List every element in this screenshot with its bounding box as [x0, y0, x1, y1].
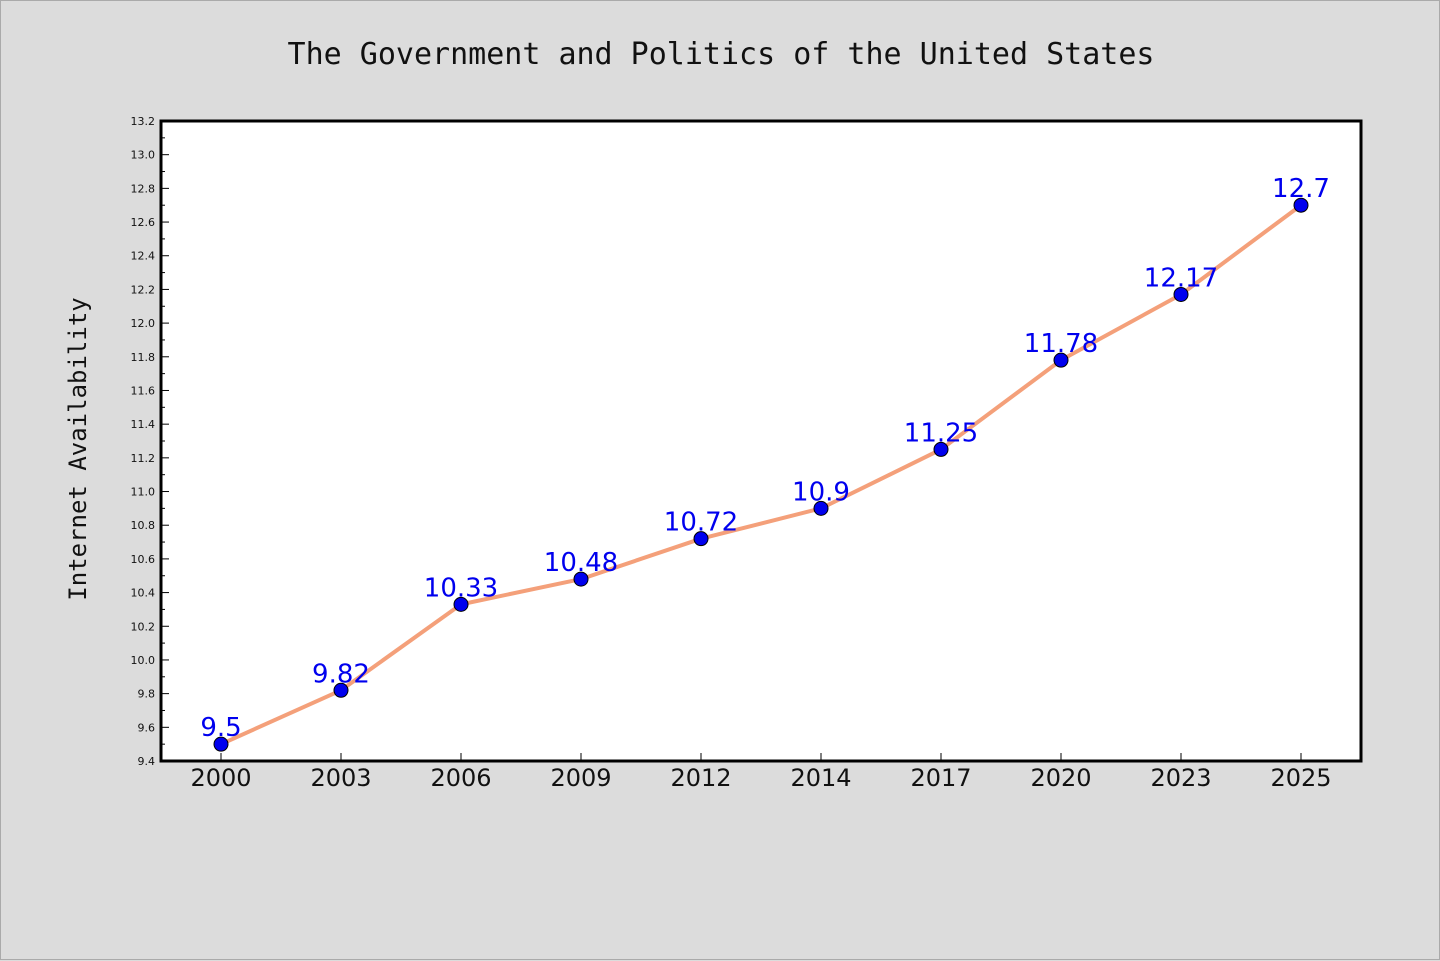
data-point: [1293, 197, 1309, 213]
x-tick-label: 2023: [1150, 764, 1211, 792]
y-tick-label: 11.6: [131, 384, 156, 397]
data-label: 11.25: [904, 418, 978, 448]
data-point: [933, 441, 949, 457]
data-point: [693, 531, 709, 547]
y-tick-label: 13.0: [131, 149, 156, 162]
data-label: 11.78: [1024, 329, 1098, 359]
y-tick-label: 11.8: [131, 351, 156, 364]
y-tick-label: 12.6: [131, 216, 156, 229]
y-tick-label: 12.0: [131, 317, 156, 330]
x-tick-label: 2017: [910, 764, 971, 792]
data-label: 10.48: [544, 548, 618, 578]
y-tick-label: 12.8: [131, 182, 156, 195]
data-label: 12.17: [1144, 263, 1218, 293]
data-label: 10.72: [664, 508, 738, 538]
x-tick-label: 2012: [670, 764, 731, 792]
data-point: [573, 571, 589, 587]
x-tick-label: 2025: [1270, 764, 1331, 792]
x-tick-label: 2009: [550, 764, 611, 792]
data-point: [213, 736, 229, 752]
y-tick-label: 9.8: [138, 688, 156, 701]
data-label: 9.5: [200, 713, 241, 743]
x-tick-label: 2014: [790, 764, 851, 792]
x-tick-label: 2006: [430, 764, 491, 792]
data-label: 12.7: [1272, 174, 1330, 204]
data-point: [333, 682, 349, 698]
y-tick-label: 10.0: [131, 654, 156, 667]
data-point: [813, 500, 829, 516]
chart-title: The Government and Politics of the Unite…: [288, 37, 1155, 72]
y-tick-label: 10.6: [131, 553, 156, 566]
data-point: [1053, 352, 1069, 368]
data-label: 10.33: [424, 573, 498, 603]
y-tick-label: 9.6: [138, 721, 156, 734]
series-line: [219, 203, 1303, 747]
x-tick-label: 2000: [190, 764, 251, 792]
data-point: [1173, 286, 1189, 302]
y-tick-label: 10.2: [131, 620, 156, 633]
y-tick-label: 12.4: [131, 250, 156, 263]
y-tick-label: 13.2: [131, 115, 156, 128]
y-axis: 9.4 9.6 9.8 10.0 10.2 10.4 10.6 10.8 11.0 11.2 11.…: [131, 115, 169, 768]
y-axis-label: Internet Availability: [64, 297, 92, 600]
y-tick-label: 12.2: [131, 283, 156, 296]
y-tick-label: 11.0: [131, 486, 156, 499]
x-axis: 2000 2003 2006 2009 2012 2014 2017 2020 2023 2025: [190, 753, 1332, 792]
y-tick-label: 10.4: [131, 587, 156, 600]
plot-area: [161, 121, 1361, 761]
y-tick-label: 9.4: [138, 755, 156, 768]
data-label: 9.82: [312, 659, 370, 689]
data-point: [453, 596, 469, 612]
data-label: 10.9: [792, 477, 850, 507]
x-tick-label: 2020: [1030, 764, 1091, 792]
y-tick-label: 11.2: [131, 452, 156, 465]
y-tick-label: 11.4: [131, 418, 156, 431]
series-group: 9.5 9.82 10.33 10.48 10.72 10.9 11.25 11.78 12.1…: [200, 174, 1330, 752]
x-tick-label: 2003: [310, 764, 371, 792]
plot-border: [159, 119, 1363, 763]
y-tick-label: 10.8: [131, 519, 156, 532]
